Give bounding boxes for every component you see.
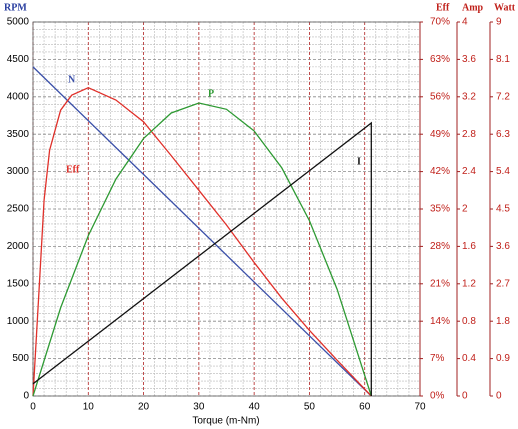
y2-axis-title: Eff: [436, 2, 450, 13]
x-tick-label: 50: [304, 402, 316, 413]
y3-tick-label: 3.2: [462, 91, 476, 102]
series-line: [32, 102, 372, 397]
y-axis-title: RPM: [4, 2, 27, 13]
y-tick-label: 2500: [7, 204, 30, 215]
series-line: [32, 86, 372, 397]
y2-tick-label: 63%: [430, 54, 450, 65]
y3-axis-title: Amp: [462, 2, 484, 13]
plot-frame: [32, 21, 421, 397]
y-tick-label: 3000: [7, 166, 30, 177]
y4-tick-label: 1.8: [496, 316, 510, 327]
y4-tick-label: 4.5: [496, 204, 510, 215]
y3-tick-label: 2: [462, 204, 468, 215]
y4-tick-label: 9: [496, 17, 502, 28]
y-tick-label: 500: [12, 353, 29, 364]
series-label: P: [208, 88, 214, 99]
x-tick-label: 10: [83, 402, 95, 413]
y4-tick-label: 2.7: [496, 278, 510, 289]
y2-tick-label: 49%: [430, 129, 450, 140]
y3-tick-label: 0.4: [462, 353, 476, 364]
y4-tick-label: 0.9: [496, 353, 510, 364]
y2-tick-label: 35%: [430, 204, 450, 215]
y2-tick-label: 56%: [430, 91, 450, 102]
y2-tick-label: 70%: [430, 17, 450, 28]
y-tick-label: 1000: [7, 316, 30, 327]
y2-tick-label: 0%: [430, 391, 445, 402]
y2-tick-label: 14%: [430, 316, 450, 327]
y2-tick-label: 42%: [430, 166, 450, 177]
series-line: [32, 66, 372, 397]
series-label: N: [68, 74, 76, 85]
y-tick-label: 5000: [7, 17, 30, 28]
y-tick-label: 3500: [7, 129, 30, 140]
y-tick-label: 1500: [7, 278, 30, 289]
y-tick-label: 0: [23, 391, 29, 402]
y4-axis-title: Watt: [494, 2, 516, 13]
series-line: [32, 121, 372, 396]
x-tick-label: 20: [138, 402, 150, 413]
y3-tick-label: 0: [462, 391, 468, 402]
y2-tick-label: 7%: [430, 353, 445, 364]
y3-tick-label: 1.2: [462, 278, 476, 289]
y3-tick-label: 0.8: [462, 316, 476, 327]
y-tick-label: 4000: [7, 91, 30, 102]
series-label: I: [357, 156, 361, 167]
x-axis-title: Torque (m-Nm): [192, 416, 259, 427]
y4-tick-label: 8.1: [496, 54, 510, 65]
x-tick-label: 0: [30, 402, 36, 413]
y-tick-label: 4500: [7, 54, 30, 65]
y4-tick-label: 6.3: [496, 129, 510, 140]
series-label: Eff: [66, 164, 80, 175]
y-tick-label: 2000: [7, 241, 30, 252]
y3-tick-label: 2.8: [462, 129, 476, 140]
y3-tick-label: 4: [462, 17, 468, 28]
y2-tick-label: 28%: [430, 241, 450, 252]
x-tick-label: 30: [193, 402, 205, 413]
x-tick-label: 60: [359, 402, 371, 413]
y4-tick-label: 0: [496, 391, 502, 402]
y3-tick-label: 3.6: [462, 54, 476, 65]
x-tick-label: 70: [414, 402, 426, 413]
y3-tick-label: 2.4: [462, 166, 476, 177]
y4-tick-label: 7.2: [496, 91, 510, 102]
y2-tick-label: 21%: [430, 278, 450, 289]
x-tick-label: 40: [249, 402, 261, 413]
y4-tick-label: 3.6: [496, 241, 510, 252]
y3-tick-label: 1.6: [462, 241, 476, 252]
y4-tick-label: 5.4: [496, 166, 510, 177]
